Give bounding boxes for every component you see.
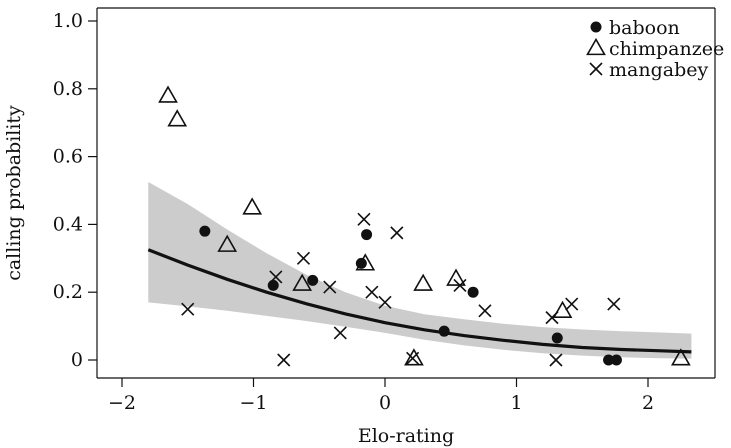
baboon-point [199, 225, 211, 237]
x-tick-label: −2 [108, 392, 136, 414]
chimpanzee-point [670, 348, 691, 366]
chimpanzee-point [242, 197, 263, 215]
chimpanzee-point [552, 300, 573, 319]
y-tick-label: 0.6 [53, 146, 83, 168]
y-tick-label: 1.0 [53, 10, 83, 32]
mangabey-point [181, 302, 195, 316]
mangabey-point [607, 297, 621, 311]
legend-baboon-label: baboon [609, 17, 680, 39]
chimpanzee-point [167, 109, 188, 127]
y-tick-label: 0 [71, 349, 83, 371]
baboon-point [610, 354, 622, 366]
legend-chimpanzee-label: chimpanzee [609, 38, 724, 60]
legend-chimpanzee-marker [586, 37, 606, 56]
fit-line-layer [147, 248, 692, 354]
x-tick-label: 2 [642, 392, 654, 414]
baboon-point [361, 229, 373, 241]
x-axis-title: Elo-rating [358, 425, 454, 447]
chimpanzee-point [404, 348, 424, 366]
chimpanzee-point [413, 273, 434, 291]
fit-line [147, 248, 692, 354]
mangabey-point [406, 351, 420, 365]
mangabey-point [333, 326, 347, 340]
mangabey-point [296, 251, 311, 265]
legend-mangabey-label: mangabey [609, 59, 708, 81]
baboon-point [551, 332, 563, 344]
mangabey-point [453, 278, 467, 292]
legend-mangabey-marker [589, 62, 603, 76]
chimpanzee-point [355, 253, 376, 271]
y-axis-title: calling probability [3, 105, 25, 281]
confidence-band-layer [148, 182, 692, 359]
mangabey-point [357, 212, 371, 226]
baboon-point [603, 354, 615, 366]
chimpanzee-point [158, 85, 178, 103]
mangabey-point [565, 297, 579, 311]
baboon-point [438, 325, 450, 337]
mangabey-point [323, 280, 337, 294]
mangabey-point [277, 353, 291, 367]
baboon-point [307, 274, 319, 286]
mangabey-point [478, 304, 492, 318]
mangabey-point [365, 285, 379, 299]
mangabey-point [549, 353, 563, 367]
mangabey-point [378, 295, 392, 309]
y-tick-label: 0.4 [53, 213, 83, 235]
baboon-point [267, 279, 279, 291]
y-tick-label: 0.2 [53, 281, 83, 303]
axes: 0 0.2 0.4 0.6 0.8 1.0 −2 −1 0 1 2 [53, 7, 716, 414]
confidence-band [148, 182, 692, 359]
chimpanzee-point [217, 234, 238, 252]
x-tick-label: 1 [510, 392, 522, 414]
mangabey-point [545, 311, 559, 325]
chimpanzee-point [446, 268, 466, 286]
mangabey-point [269, 270, 283, 284]
x-tick-label: −1 [239, 392, 267, 414]
data-points [158, 85, 691, 367]
chimpanzee-point [292, 273, 313, 291]
legend-baboon-marker [590, 21, 602, 33]
x-tick-label: 0 [379, 392, 391, 414]
y-tick-label: 0.8 [53, 78, 83, 100]
baboon-point [467, 286, 479, 298]
mangabey-point [390, 226, 404, 240]
